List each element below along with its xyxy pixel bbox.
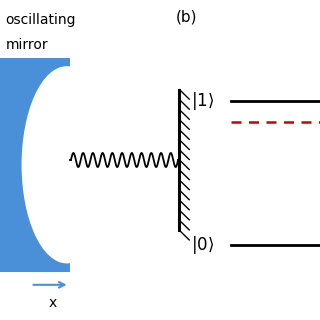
- Text: mirror: mirror: [5, 38, 48, 52]
- Text: oscillating: oscillating: [5, 13, 76, 27]
- Text: (b): (b): [176, 10, 197, 25]
- Bar: [0, 58, 69, 272]
- Ellipse shape: [21, 66, 112, 263]
- Text: $|1\rangle$: $|1\rangle$: [191, 90, 214, 112]
- Text: $|0\rangle$: $|0\rangle$: [191, 234, 214, 256]
- Text: x: x: [49, 296, 57, 310]
